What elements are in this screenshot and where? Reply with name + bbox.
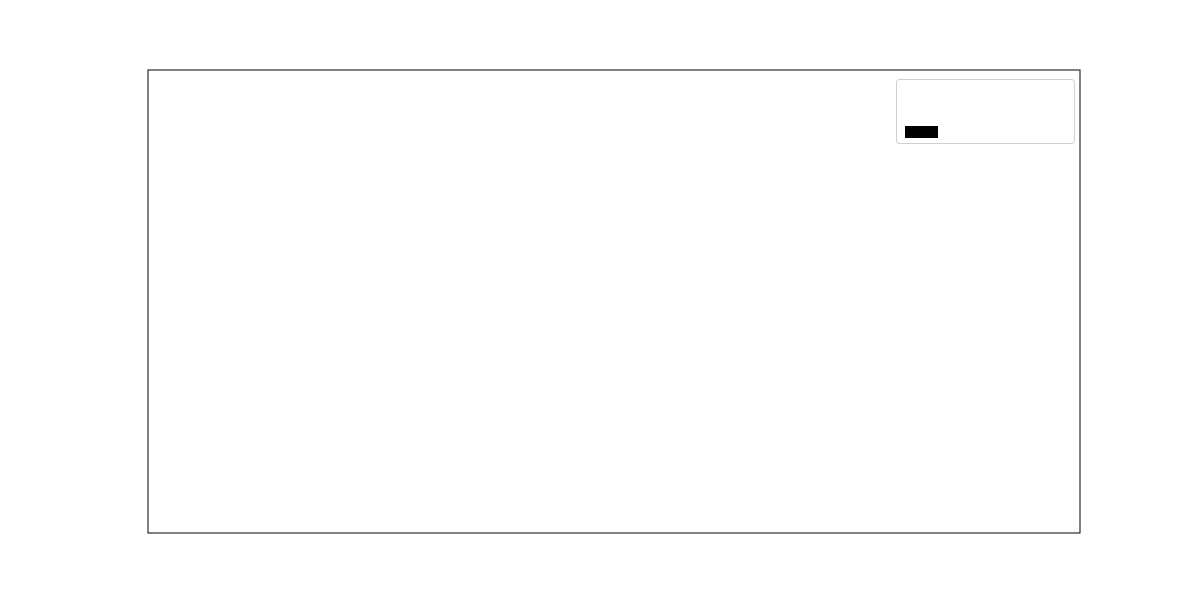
axes-border <box>147 69 1081 534</box>
legend <box>896 79 1075 144</box>
legend-box <box>896 79 1075 144</box>
legend-patch-median-abs-dev <box>905 126 938 138</box>
